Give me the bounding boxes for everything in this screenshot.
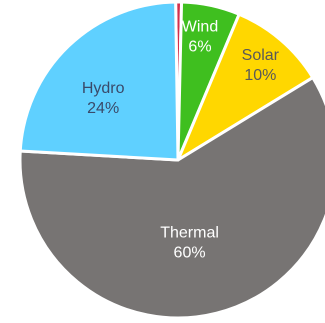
slice-label-value-thermal: 60% — [174, 244, 206, 261]
slice-label-value-solar: 10% — [244, 67, 276, 84]
slice-label-name-solar: Solar — [242, 47, 280, 64]
pie-slices — [18, 0, 325, 320]
pie-labels: Wind 6% Solar 10% Thermal 60% Hydro 24% — [82, 19, 280, 262]
slice-solar — [176, 12, 315, 162]
slice-thermal — [18, 76, 325, 320]
slice-label-name-wind: Wind — [182, 19, 218, 36]
slice-label-name-thermal: Thermal — [160, 224, 219, 241]
slice-label-value-wind: 6% — [188, 39, 211, 56]
slice-label-value-hydro: 24% — [87, 100, 119, 117]
slice-hydro — [18, 0, 180, 162]
slice-label-name-hydro: Hydro — [82, 80, 125, 97]
